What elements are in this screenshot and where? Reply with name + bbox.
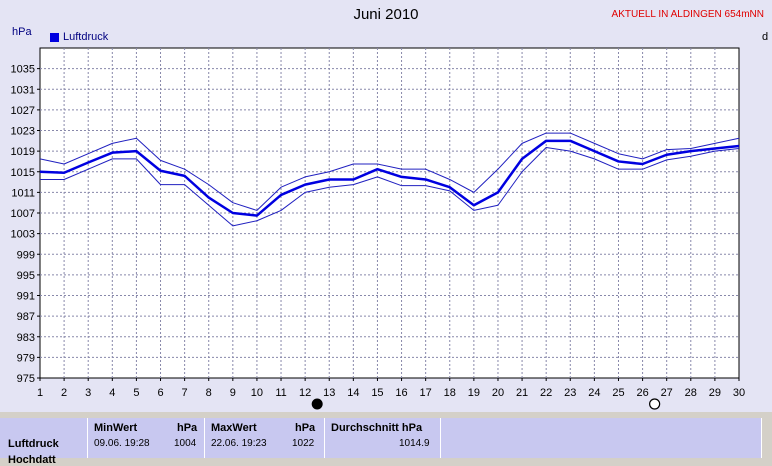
avg-header: Durchschnitt hPa: [331, 422, 423, 434]
legend-swatch: [50, 32, 59, 42]
y-tick-label: 995: [17, 270, 35, 282]
stats-max-cell: MaxWert hPa 22.06. 19:23 1022: [205, 418, 325, 458]
stats-row-label-cell: Luftdruck Hochdatt: [0, 418, 88, 466]
stats-table: Luftdruck Hochdatt MinWert hPa 09.06. 19…: [0, 412, 772, 466]
x-tick-label: 18: [444, 387, 456, 399]
x-tick-label: 15: [371, 387, 383, 399]
x-tick-label: 7: [182, 387, 188, 399]
x-tick-label: 3: [85, 387, 91, 399]
x-tick-label: 12: [299, 387, 311, 399]
stats-min-cell: MinWert hPa 09.06. 19:28 1004: [88, 418, 205, 458]
x-tick-label: 6: [157, 387, 163, 399]
max-value: 1022: [292, 438, 315, 449]
legend-label: Luftdruck: [63, 31, 109, 43]
x-tick-label: 27: [661, 387, 673, 399]
y-tick-label: 1035: [11, 64, 35, 76]
x-tick-label: 17: [420, 387, 432, 399]
chart-title: Juni 2010: [353, 6, 419, 23]
min-value: 1004: [174, 438, 197, 449]
x-tick-label: 28: [685, 387, 697, 399]
x-tick-label: 13: [323, 387, 335, 399]
y-tick-label: 1007: [11, 208, 35, 220]
chart-area: 975 979 983 987 991 995 999 1003 1007 1011 1015 101…: [0, 0, 772, 412]
y-tick-label: 1011: [11, 187, 35, 199]
x-tick-label: 21: [516, 387, 528, 399]
x-tick-label: 20: [492, 387, 504, 399]
x-tick-label: 4: [109, 387, 115, 399]
y-axis-unit: hPa: [12, 26, 32, 38]
min-header: MinWert: [94, 422, 138, 434]
avg-value: 1014.9: [399, 438, 430, 449]
y-tick-label: 979: [17, 352, 35, 364]
stats-row-label: Luftdruck: [8, 438, 59, 450]
max-time: 22.06. 19:23: [211, 438, 267, 449]
band-lines: [39, 132, 740, 227]
pressure-chart: 9759799839879919959991003100710111015101…: [11, 47, 745, 410]
y-tick-label: 999: [17, 249, 35, 261]
series-line-upper: [39, 132, 740, 211]
series-line-lower: [40, 147, 740, 227]
y-tick-label: 987: [17, 311, 35, 323]
x-tick-label: 25: [612, 387, 624, 399]
y-tick-label: 983: [17, 332, 35, 344]
max-header: MaxWert: [211, 422, 257, 434]
min-time: 09.06. 19:28: [94, 438, 150, 449]
y-tick-label: 1003: [11, 229, 35, 241]
x-tick-label: 23: [564, 387, 576, 399]
moon-phase-icons: [311, 398, 661, 410]
y-tick-label: 1027: [11, 105, 35, 117]
x-tick-label: 14: [347, 387, 359, 399]
max-unit: hPa: [295, 422, 316, 434]
x-tick-labels: 1 2 3 4 5 6 7 8 9 10 11 12 13 14 15 16 17 18 19 20 21 22 23 24 2…: [37, 378, 745, 399]
y-tick-label: 1031: [11, 84, 35, 96]
full-moon-icon: [649, 398, 661, 410]
x-tick-label: 24: [588, 387, 600, 399]
y-tick-labels: 975 979 983 987 991 995 999 1003 1007 1011 1015 101…: [11, 64, 40, 385]
min-unit: hPa: [177, 422, 198, 434]
new-moon-icon: [311, 398, 323, 410]
station-badge: AKTUELL IN ALDINGEN 654mNN: [611, 9, 764, 20]
x-tick-label: 11: [275, 387, 286, 399]
x-tick-label: 16: [395, 387, 407, 399]
stats-empty-cell: [441, 418, 762, 458]
x-tick-label: 10: [251, 387, 263, 399]
x-tick-label: 5: [133, 387, 139, 399]
x-tick-label: 30: [733, 387, 745, 399]
x-tick-label: 29: [709, 387, 721, 399]
y-tick-label: 1019: [11, 146, 35, 158]
right-axis-unit: d: [762, 31, 769, 43]
y-tick-label: 975: [17, 373, 35, 385]
series-line-luftdruck: [39, 139, 740, 217]
y-tick-label: 1015: [11, 167, 35, 179]
x-tick-label: 8: [206, 387, 212, 399]
legend: Luftdruck: [50, 31, 108, 43]
mean-line: [39, 139, 740, 217]
x-tick-label: 22: [540, 387, 552, 399]
y-tick-label: 1023: [11, 126, 35, 138]
x-tick-label: 26: [636, 387, 648, 399]
y-tick-label: 991: [17, 291, 35, 303]
grid: [40, 48, 739, 378]
stats-avg-cell: Durchschnitt hPa 1014.9: [325, 418, 441, 458]
x-tick-label: 2: [61, 387, 67, 399]
x-tick-label: 9: [230, 387, 236, 399]
x-tick-label: 1: [37, 387, 43, 399]
x-tick-label: 19: [468, 387, 480, 399]
stats-row-label-2: Hochdatt: [8, 454, 56, 466]
